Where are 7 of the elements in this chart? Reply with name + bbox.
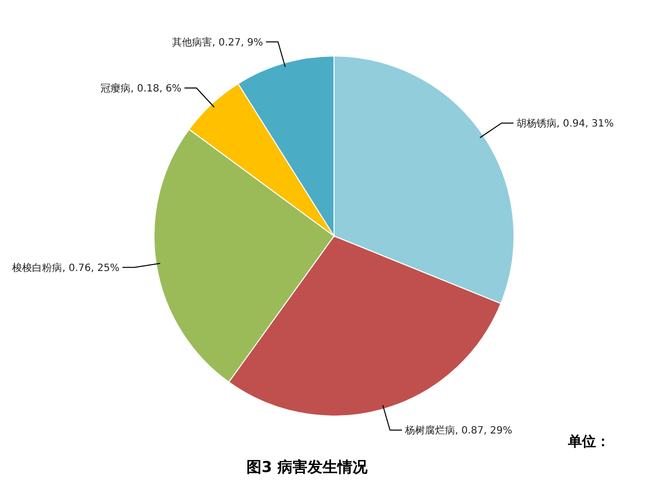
slice-label: 杨树腐烂病, 0.87, 29% [404, 424, 512, 437]
slice-label: 其他病害, 0.27, 9% [172, 36, 264, 48]
text: 图3 病害发生情况 [246, 458, 368, 476]
slice-label: 梭梭白粉病, 0.76, 25% [12, 262, 120, 274]
slice-label: 冠瘿病, 0.18, 6% [100, 82, 182, 95]
slice-label: 胡杨锈病, 0.94, 31% [516, 118, 614, 130]
text: 单位： [567, 434, 610, 450]
